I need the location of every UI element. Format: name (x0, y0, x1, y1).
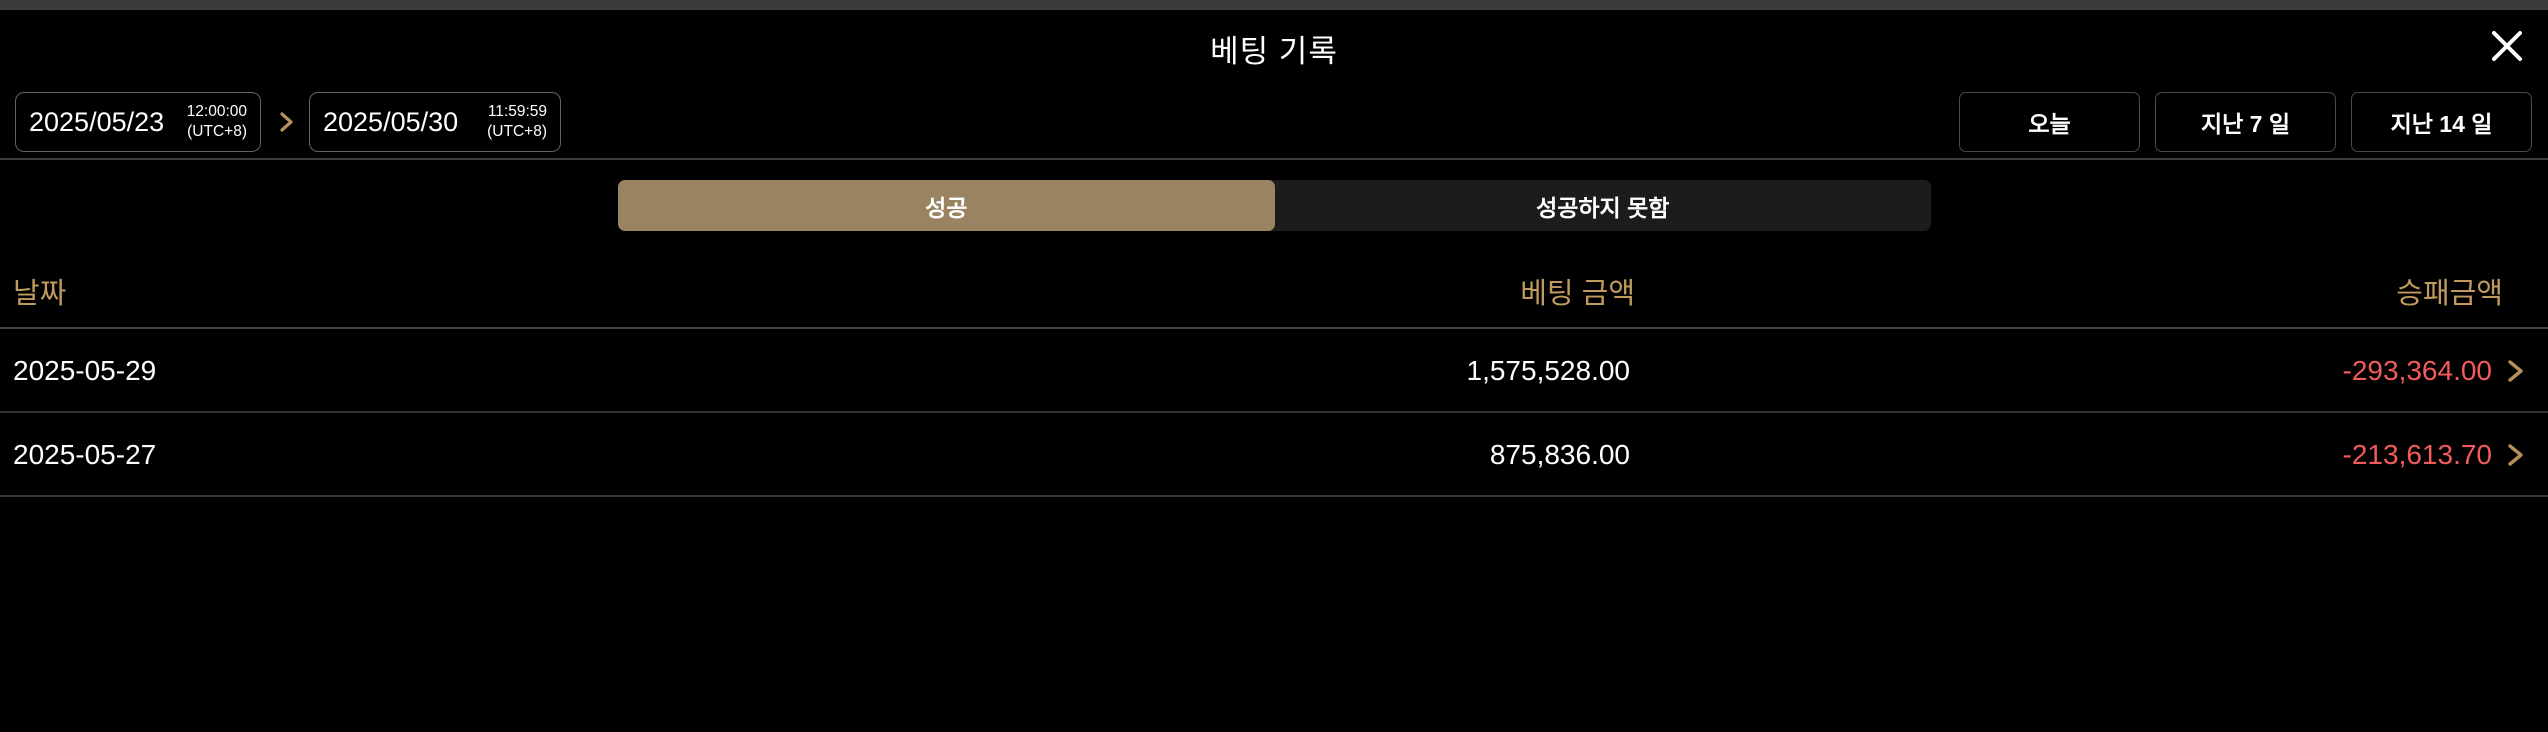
toolbar: 2025/05/23 12:00:00 (UTC+8) 2025/05/30 1… (0, 92, 2548, 152)
column-header-win-loss: 승패금액 (2396, 278, 2503, 310)
table-row[interactable]: 2025-05-27 875,836.00 -213,613.70 (0, 413, 2548, 497)
date-to-time: 11:59:59 (UTC+8) (487, 102, 547, 140)
chevron-right-icon (2504, 442, 2526, 468)
row-win-loss-value: -293,364.00 (2342, 355, 2492, 386)
close-button[interactable] (2484, 24, 2530, 70)
header-divider (0, 327, 2548, 329)
chevron-right-icon (2504, 358, 2526, 384)
toolbar-divider (0, 158, 2548, 160)
date-from-value: 2025/05/23 (29, 106, 165, 137)
date-to-picker[interactable]: 2025/05/30 11:59:59 (UTC+8) (309, 92, 561, 152)
row-win-loss-value: -213,613.70 (2342, 439, 2492, 470)
betting-table: 날짜 베팅 금액 승패금액 2025-05-29 1,575,528.00 -2… (0, 262, 2548, 497)
column-header-bet-amount: 베팅 금액 (1520, 278, 1635, 310)
date-from-picker[interactable]: 2025/05/23 12:00:00 (UTC+8) (15, 92, 261, 152)
row-win-loss: -293,364.00 (2343, 355, 2526, 387)
today-button[interactable]: 오늘 (1959, 92, 2140, 152)
tab-unsuccessful[interactable]: 성공하지 못함 (1275, 180, 1932, 231)
close-icon (2488, 27, 2526, 68)
tab-success[interactable]: 성공 (618, 180, 1275, 231)
row-bet-amount: 875,836.00 (1489, 439, 1630, 470)
page-title: 베팅 기록 (1210, 34, 1338, 69)
row-date: 2025-05-27 (13, 439, 157, 470)
last-14-days-button[interactable]: 지난 14 일 (2351, 92, 2532, 152)
table-row[interactable]: 2025-05-29 1,575,528.00 -293,364.00 (0, 329, 2548, 413)
top-strip (0, 0, 2548, 10)
result-tabs: 성공 성공하지 못함 (618, 180, 1931, 231)
row-bet-amount: 1,575,528.00 (1466, 355, 1631, 386)
quick-range-buttons: 오늘 지난 7 일 지난 14 일 (1959, 92, 2532, 152)
column-header-date: 날짜 (13, 278, 67, 310)
row-date: 2025-05-29 (13, 355, 157, 386)
table-header-row: 날짜 베팅 금액 승패금액 (0, 262, 2548, 329)
table-body: 2025-05-29 1,575,528.00 -293,364.00 2025… (0, 329, 2548, 497)
date-to-value: 2025/05/30 (323, 106, 459, 137)
date-from-time: 12:00:00 (UTC+8) (186, 102, 247, 140)
last-7-days-button[interactable]: 지난 7 일 (2155, 92, 2336, 152)
row-win-loss: -213,613.70 (2343, 439, 2526, 471)
date-range-arrow-icon (274, 92, 298, 152)
